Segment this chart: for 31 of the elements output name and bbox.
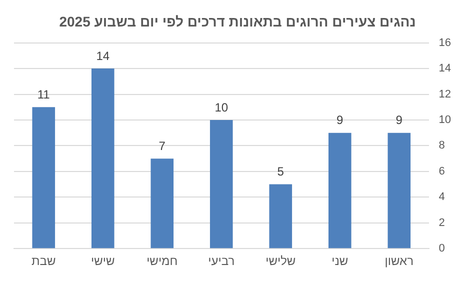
y-tick-label: 14: [438, 62, 452, 75]
y-tick-label: 4: [438, 191, 445, 204]
y-tick-label: 10: [438, 114, 452, 126]
chart-title: נהגים צעירים הרוגים בתאונות דרכים לפי יום בשבוע 2025: [59, 13, 416, 30]
data-label: 9: [396, 113, 403, 128]
bar: [388, 132, 411, 248]
y-tick-label: 16: [438, 36, 452, 49]
y-tick-label: 0: [438, 242, 445, 255]
x-tick-label: שישי: [90, 254, 115, 268]
bar: [32, 107, 56, 248]
y-tick-label: 6: [438, 165, 445, 178]
x-tick-label: חמישי: [146, 254, 178, 268]
x-tick-label: שבת: [32, 254, 56, 268]
y-tick-label: 8: [438, 140, 445, 152]
bar: [150, 158, 174, 248]
bar: [210, 120, 233, 248]
x-tick-label: ראשון: [384, 254, 414, 268]
y-tick-label: 12: [438, 88, 452, 100]
bar: [91, 68, 114, 248]
x-tick-label: שלישי: [266, 254, 296, 268]
x-tick-label: רביעי: [208, 254, 235, 268]
data-label: 5: [277, 164, 284, 179]
data-label: 7: [158, 138, 166, 153]
data-label: 9: [336, 113, 344, 128]
data-label: 14: [96, 48, 110, 63]
bar: [269, 184, 292, 248]
y-tick-label: 2: [438, 216, 445, 229]
bar: [328, 132, 352, 248]
data-label: 10: [214, 100, 228, 114]
data-label: 11: [37, 87, 50, 102]
x-tick-label: שני: [332, 254, 348, 268]
